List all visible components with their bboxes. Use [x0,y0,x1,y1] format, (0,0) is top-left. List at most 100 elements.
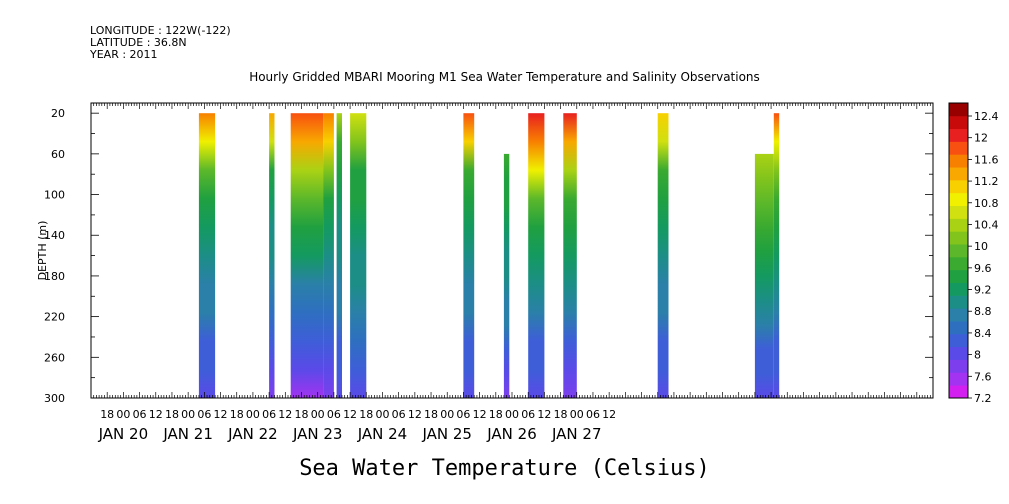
y-tick-label: 100 [44,189,65,202]
colorbar: 12.4 12 11.6 11.2 10.8 10.4 10 9.6 9.2 8.8 8.4 8 7.6… [948,102,999,405]
y-tick-label: 20 [51,107,65,120]
longitude-label: LONGITUDE : 122W(-122) [90,24,231,37]
x-hour-label: 18 [165,408,179,421]
colorbar-label: 8 [974,349,981,362]
latitude-label: LATITUDE : 36.8N [90,36,187,49]
x-hour-label: 18 [100,408,114,421]
colorbar-swatch [949,308,968,322]
colorbar-swatch [949,103,968,117]
colorbar-swatch [949,295,968,309]
x-date-label: JAN 26 [486,425,537,443]
data-block [528,113,545,398]
x-hour-label: 00 [246,408,260,421]
x-hour-label: 00 [311,408,325,421]
x-hour-label: 18 [230,408,244,421]
x-hour-label: 12 [149,408,163,421]
x-hour-label: 00 [375,408,389,421]
colorbar-label: 8.8 [974,305,992,318]
colorbar-swatch [949,256,968,271]
colorbar-swatch [949,269,968,283]
year-label: YEAR : 2011 [90,48,158,61]
y-tick-label: 140 [44,229,65,242]
x-hour-label: 12 [214,408,228,421]
x-hour-label: 06 [586,408,600,421]
chart-subtitle: Sea Water Temperature (Celsius) [299,456,710,481]
colorbar-label: 10.8 [974,197,999,210]
x-hour-label: 12 [408,408,422,421]
data-block [350,113,367,398]
x-hour-label: 00 [116,408,130,421]
data-block [290,113,324,398]
x-hour-label: 06 [456,408,470,421]
x-hour-label: 00 [440,408,454,421]
x-hour-label: 12 [343,408,357,421]
data-block [773,113,780,398]
axes: 18 00 06 12 18 00 06 12 18 00 06 12 18 00 06 12 18 00 06 12… [36,102,934,443]
colorbar-swatch [949,154,968,168]
colorbar-swatch [949,192,968,207]
data-block [323,113,334,398]
colorbar-label: 8.4 [974,327,992,340]
colorbar-swatch [949,244,968,258]
colorbar-swatch [949,282,968,296]
colorbar-label: 9.6 [974,262,992,275]
data-block [754,153,774,398]
y-tick-label: 60 [51,148,65,161]
x-date-label: JAN 20 [98,425,149,443]
colorbar-label: 9.2 [974,284,992,297]
y-tick-label: 300 [44,392,65,405]
colorbar-swatch [949,179,968,194]
data-blocks [198,113,780,398]
x-hour-label: 00 [181,408,195,421]
colorbar-label: 11.2 [974,175,999,188]
x-hour-label: 18 [359,408,373,421]
x-date-label: JAN 25 [421,425,472,443]
x-hour-label: 06 [133,408,147,421]
x-hour-label: 06 [327,408,341,421]
y-tick-label: 260 [44,351,65,364]
data-block [463,113,475,398]
data-block [503,153,510,398]
x-hour-label: 18 [424,408,438,421]
chart-title: Hourly Gridded MBARI Mooring M1 Sea Wate… [249,70,760,84]
colorbar-label: 10.4 [974,218,999,231]
colorbar-label: 7.2 [974,392,992,405]
data-block [657,113,669,398]
x-hour-label: 00 [570,408,584,421]
y-tick-label: 180 [44,270,65,283]
colorbar-swatch [949,167,968,181]
x-hour-label: 12 [602,408,616,421]
x-hour-label: 12 [537,408,551,421]
data-block [269,113,275,398]
colorbar-swatch [949,333,968,348]
colorbar-swatch [949,141,968,155]
colorbar-label: 12.4 [974,110,999,123]
x-hour-label: 12 [473,408,487,421]
x-hour-label: 18 [489,408,503,421]
x-date-label: JAN 24 [357,425,408,443]
y-axis-label: DEPTH (m) [36,221,49,281]
colorbar-swatch [949,128,968,142]
x-date-label: JAN 22 [227,425,278,443]
colorbar-frame [948,102,969,399]
x-hour-label: 06 [392,408,406,421]
plot-frame [90,102,934,399]
colorbar-swatch [949,231,968,245]
colorbar-label: 11.6 [974,153,999,166]
x-hour-label: 06 [262,408,276,421]
data-block [198,113,216,398]
x-hour-label: 12 [278,408,292,421]
colorbar-swatch [949,346,968,360]
data-block [336,113,342,398]
x-hour-label: 06 [197,408,211,421]
colorbar-swatch [949,372,968,386]
x-date-label: JAN 23 [292,425,343,443]
x-hour-label: 18 [295,408,309,421]
colorbar-label: 10 [974,240,988,253]
colorbar-swatch [949,115,968,130]
x-date-label: JAN 27 [551,425,602,443]
x-date-label: JAN 21 [162,425,213,443]
colorbar-swatch [949,359,968,373]
y-tick-label: 220 [44,311,65,324]
